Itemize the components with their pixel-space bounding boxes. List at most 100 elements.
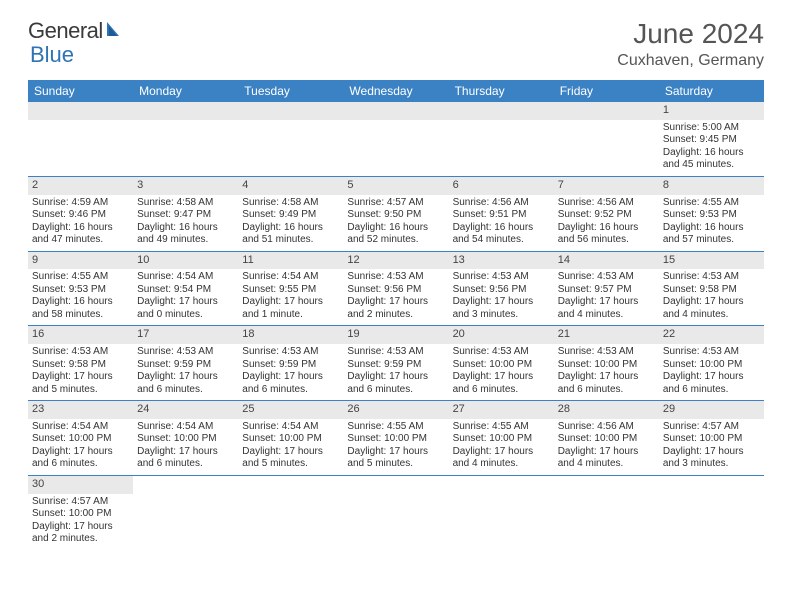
- day-number: 21: [554, 326, 659, 344]
- day-header: Saturday: [659, 80, 764, 102]
- calendar-day: 14Sunrise: 4:53 AMSunset: 9:57 PMDayligh…: [554, 251, 659, 326]
- day-details: Sunrise: 4:53 AMSunset: 9:56 PMDaylight:…: [343, 269, 448, 325]
- sunrise-text: Sunrise: 4:53 AM: [242, 346, 339, 359]
- day-details: Sunrise: 5:00 AMSunset: 9:45 PMDaylight:…: [659, 120, 764, 176]
- calendar-head: SundayMondayTuesdayWednesdayThursdayFrid…: [28, 80, 764, 102]
- daylight-text: Daylight: 17 hours and 6 minutes.: [137, 371, 234, 396]
- brand-logo: General: [28, 18, 123, 44]
- day-details: Sunrise: 4:56 AMSunset: 9:52 PMDaylight:…: [554, 195, 659, 251]
- sunrise-text: Sunrise: 4:57 AM: [347, 197, 444, 210]
- daylight-text: Daylight: 17 hours and 3 minutes.: [453, 296, 550, 321]
- sunset-text: Sunset: 10:00 PM: [453, 433, 550, 446]
- day-number: 2: [28, 177, 133, 195]
- day-number: 28: [554, 401, 659, 419]
- day-number: 30: [28, 476, 133, 494]
- day-number-empty: [449, 102, 554, 120]
- day-header: Wednesday: [343, 80, 448, 102]
- sunrise-text: Sunrise: 4:55 AM: [663, 197, 760, 210]
- day-number: 23: [28, 401, 133, 419]
- daylight-text: Daylight: 17 hours and 6 minutes.: [137, 446, 234, 471]
- day-details: Sunrise: 4:54 AMSunset: 10:00 PMDaylight…: [238, 419, 343, 475]
- calendar-day-empty: [554, 475, 659, 549]
- daylight-text: Daylight: 17 hours and 6 minutes.: [558, 371, 655, 396]
- calendar-day: 7Sunrise: 4:56 AMSunset: 9:52 PMDaylight…: [554, 176, 659, 251]
- calendar-table: SundayMondayTuesdayWednesdayThursdayFrid…: [28, 80, 764, 550]
- sunset-text: Sunset: 10:00 PM: [663, 433, 760, 446]
- day-details: Sunrise: 4:53 AMSunset: 9:59 PMDaylight:…: [133, 344, 238, 400]
- brand-part2: Blue: [30, 42, 74, 68]
- calendar-day: 29Sunrise: 4:57 AMSunset: 10:00 PMDaylig…: [659, 401, 764, 476]
- calendar-week: 16Sunrise: 4:53 AMSunset: 9:58 PMDayligh…: [28, 326, 764, 401]
- calendar-day: 27Sunrise: 4:55 AMSunset: 10:00 PMDaylig…: [449, 401, 554, 476]
- sunrise-text: Sunrise: 4:53 AM: [453, 271, 550, 284]
- sunset-text: Sunset: 10:00 PM: [32, 433, 129, 446]
- day-number: 3: [133, 177, 238, 195]
- sunrise-text: Sunrise: 4:59 AM: [32, 197, 129, 210]
- day-number: 18: [238, 326, 343, 344]
- day-details: Sunrise: 4:57 AMSunset: 10:00 PMDaylight…: [28, 494, 133, 550]
- sunset-text: Sunset: 9:50 PM: [347, 209, 444, 222]
- calendar-week: 9Sunrise: 4:55 AMSunset: 9:53 PMDaylight…: [28, 251, 764, 326]
- daylight-text: Daylight: 17 hours and 6 minutes.: [453, 371, 550, 396]
- calendar-day: 18 Sunrise: 4:53 AMSunset: 9:59 PMDayligh…: [238, 326, 343, 401]
- brand-part1: General: [28, 18, 103, 44]
- calendar-day: 26Sunrise: 4:55 AMSunset: 10:00 PMDaylig…: [343, 401, 448, 476]
- sunset-text: Sunset: 9:51 PM: [453, 209, 550, 222]
- calendar-day: 28Sunrise: 4:56 AMSunset: 10:00 PMDaylig…: [554, 401, 659, 476]
- day-details: Sunrise: 4:58 AMSunset: 9:49 PMDaylight:…: [238, 195, 343, 251]
- sunrise-text: Sunrise: 4:57 AM: [32, 496, 129, 509]
- calendar-day-empty: [238, 475, 343, 549]
- day-number: 8: [659, 177, 764, 195]
- day-header: Friday: [554, 80, 659, 102]
- sunrise-text: Sunrise: 4:54 AM: [137, 421, 234, 434]
- day-details: Sunrise: 4:53 AMSunset: 9:58 PMDaylight:…: [659, 269, 764, 325]
- daylight-text: Daylight: 17 hours and 6 minutes.: [663, 371, 760, 396]
- day-number: 29: [659, 401, 764, 419]
- day-header: Monday: [133, 80, 238, 102]
- calendar-day: 9Sunrise: 4:55 AMSunset: 9:53 PMDaylight…: [28, 251, 133, 326]
- calendar-day: 5Sunrise: 4:57 AMSunset: 9:50 PMDaylight…: [343, 176, 448, 251]
- sunset-text: Sunset: 10:00 PM: [137, 433, 234, 446]
- daylight-text: Daylight: 16 hours and 47 minutes.: [32, 222, 129, 247]
- calendar-day-empty: [659, 475, 764, 549]
- calendar-day-empty: [133, 102, 238, 176]
- daylight-text: Daylight: 17 hours and 6 minutes.: [242, 371, 339, 396]
- sunset-text: Sunset: 9:56 PM: [453, 284, 550, 297]
- day-number: 12: [343, 252, 448, 270]
- calendar-day: 8Sunrise: 4:55 AMSunset: 9:53 PMDaylight…: [659, 176, 764, 251]
- calendar-day-empty: [133, 475, 238, 549]
- day-details: Sunrise: 4:57 AMSunset: 9:50 PMDaylight:…: [343, 195, 448, 251]
- calendar-day: 25Sunrise: 4:54 AMSunset: 10:00 PMDaylig…: [238, 401, 343, 476]
- daylight-text: Daylight: 17 hours and 4 minutes.: [663, 296, 760, 321]
- day-details: Sunrise: 4:57 AMSunset: 10:00 PMDaylight…: [659, 419, 764, 475]
- calendar-day: 17Sunrise: 4:53 AMSunset: 9:59 PMDayligh…: [133, 326, 238, 401]
- sunrise-text: Sunrise: 4:56 AM: [558, 421, 655, 434]
- calendar-day: 6Sunrise: 4:56 AMSunset: 9:51 PMDaylight…: [449, 176, 554, 251]
- daylight-text: Daylight: 16 hours and 57 minutes.: [663, 222, 760, 247]
- sunrise-text: Sunrise: 4:55 AM: [453, 421, 550, 434]
- calendar-day: 21Sunrise: 4:53 AMSunset: 10:00 PMDaylig…: [554, 326, 659, 401]
- calendar-day: 10Sunrise: 4:54 AMSunset: 9:54 PMDayligh…: [133, 251, 238, 326]
- calendar-day: 3Sunrise: 4:58 AMSunset: 9:47 PMDaylight…: [133, 176, 238, 251]
- sunset-text: Sunset: 9:52 PM: [558, 209, 655, 222]
- calendar-week: 2Sunrise: 4:59 AMSunset: 9:46 PMDaylight…: [28, 176, 764, 251]
- day-details: Sunrise: 4:59 AMSunset: 9:46 PMDaylight:…: [28, 195, 133, 251]
- day-details: Sunrise: 4:54 AMSunset: 9:55 PMDaylight:…: [238, 269, 343, 325]
- daylight-text: Daylight: 17 hours and 5 minutes.: [242, 446, 339, 471]
- calendar-day: 13Sunrise: 4:53 AMSunset: 9:56 PMDayligh…: [449, 251, 554, 326]
- sunrise-text: Sunrise: 4:55 AM: [32, 271, 129, 284]
- sunrise-text: Sunrise: 5:00 AM: [663, 122, 760, 135]
- day-details: Sunrise: 4:58 AMSunset: 9:47 PMDaylight:…: [133, 195, 238, 251]
- daylight-text: Daylight: 16 hours and 51 minutes.: [242, 222, 339, 247]
- day-number: 4: [238, 177, 343, 195]
- day-number: 10: [133, 252, 238, 270]
- sunset-text: Sunset: 9:59 PM: [347, 359, 444, 372]
- day-details: Sunrise: 4:53 AMSunset: 10:00 PMDaylight…: [449, 344, 554, 400]
- day-number: 11: [238, 252, 343, 270]
- day-number-empty: [133, 102, 238, 120]
- sunrise-text: Sunrise: 4:54 AM: [32, 421, 129, 434]
- sunrise-text: Sunrise: 4:56 AM: [453, 197, 550, 210]
- sunset-text: Sunset: 9:59 PM: [242, 359, 339, 372]
- day-number: 25: [238, 401, 343, 419]
- calendar-week: 1Sunrise: 5:00 AMSunset: 9:45 PMDaylight…: [28, 102, 764, 176]
